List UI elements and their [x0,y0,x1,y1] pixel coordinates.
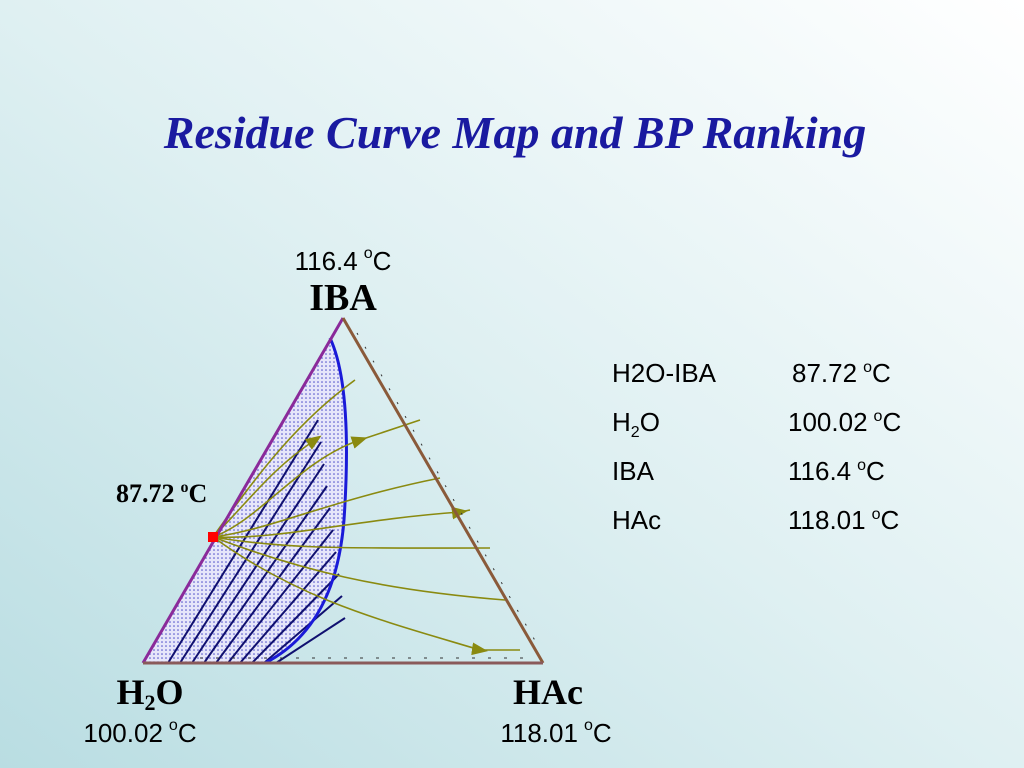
tie-line [215,507,331,664]
two-phase-region [143,338,347,663]
edge-left [141,317,345,664]
vertex-temperature: 100.02 oC [83,717,196,748]
slide-title: Residue Curve Map and BP Ranking [163,107,866,158]
vertex-temperature: 116.4 oC [295,245,392,276]
tie-line [203,485,328,664]
azeotrope-point [208,532,218,542]
boiling-point: 118.01 oC [788,505,899,535]
tie-line [227,529,334,664]
bp-table: H2O-IBA 87.72 oC H2O 100.02 oC IBA 116.4 oC HAc 11… [612,358,901,535]
component-name: IBA [612,456,655,486]
boiling-point: 100.02 oC [788,407,901,437]
binodal-curve [264,337,348,665]
tie-line [275,617,346,664]
tie-line [263,595,343,664]
azeotrope-label: 87.72 oC [116,479,207,508]
component-name: H2O-IBA [612,358,717,388]
tie-line [191,463,325,664]
vertex-label: H2O [116,672,183,715]
vertex-label: HAc [513,672,583,712]
ternary-diagram [141,317,545,665]
vertex-label: IBA [309,277,377,319]
vertex-temperature: 118.01 oC [500,717,611,748]
component-name: H2O [612,407,660,441]
edge-right [341,317,545,664]
boiling-point: 87.72 oC [792,358,891,388]
tie-line [179,441,322,664]
tie-line [251,573,340,664]
boiling-point: 116.4 oC [788,456,885,486]
component-name: HAc [612,505,661,535]
